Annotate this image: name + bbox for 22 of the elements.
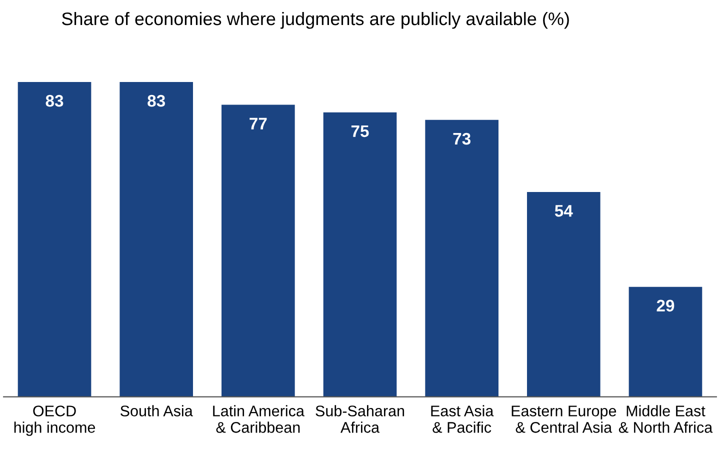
- x-tick-label: OECD high income: [14, 406, 96, 436]
- bar: [527, 192, 600, 397]
- data-label: 83: [148, 94, 166, 107]
- x-tick-label: East Asia & Pacific: [431, 405, 494, 433]
- bar: [18, 82, 92, 397]
- chart-title: Share of economies where judgments are publicly available (%): [62, 12, 569, 29]
- bar: [323, 112, 397, 397]
- data-label: 77: [250, 118, 267, 130]
- data-label: 75: [351, 125, 369, 138]
- data-label: 29: [656, 300, 674, 312]
- x-tick-label: Latin America & Caribbean: [213, 405, 304, 433]
- bar: [628, 286, 702, 397]
- data-label: 83: [46, 94, 64, 107]
- x-tick-label: Middle East & North Africa: [618, 405, 713, 433]
- data-label: 73: [453, 132, 470, 145]
- x-tick-label: Sub-Saharan Africa: [316, 405, 404, 433]
- bar: [222, 104, 295, 397]
- bar: [120, 82, 193, 397]
- bar: [425, 120, 498, 397]
- data-label: 54: [554, 205, 573, 217]
- x-tick-label: Eastern Europe & Central Asia: [512, 406, 616, 433]
- x-tick-label: South Asia: [120, 405, 193, 416]
